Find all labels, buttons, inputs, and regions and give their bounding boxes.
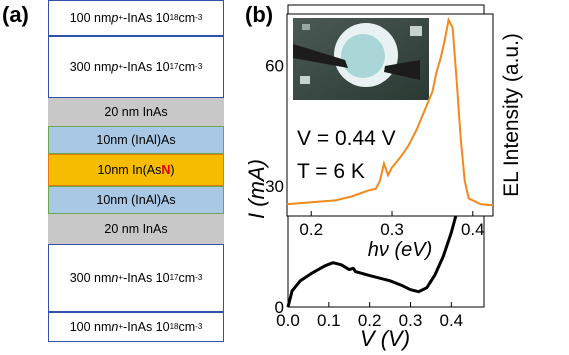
layer-8-text-5: cm: [178, 320, 196, 334]
layer-1: 300 nm p + -InAs 10 17 cm -3: [48, 36, 224, 98]
layer-4-text-0: 10nm In(As: [97, 163, 162, 177]
layer-1-text-5: cm: [178, 60, 196, 74]
iv-y-axis-label: I (mA): [244, 159, 269, 219]
el-axis-ticks: 0.2 0.3 0.4: [299, 211, 485, 239]
panel-b-label: (b): [245, 2, 274, 27]
layer-0-text-5: cm: [178, 11, 196, 25]
layer-3: 10nm (InAl)As: [48, 126, 224, 154]
layer-8-text-1: n: [111, 320, 119, 334]
layer-0: 100 nm p + -InAs 10 18 cm -3: [48, 0, 224, 36]
layer-1-text-1: p: [111, 60, 119, 74]
iv-curve: [286, 24, 486, 308]
layer-8-text-0: 100 nm: [69, 320, 112, 334]
layer-7-text-3: -InAs 10: [123, 271, 170, 285]
el-x-tick-label: 0.4: [461, 220, 485, 239]
layer-3-text-0: 10nm (InAl)As: [96, 133, 176, 147]
layer-2: 20 nm InAs: [48, 98, 224, 126]
layer-8: 100 nm n + -InAs 10 18 cm -3: [48, 312, 224, 342]
layer-7: 300 nm n + -InAs 10 17 cm -3: [48, 244, 224, 312]
el-spectrum-line: [286, 16, 494, 207]
layer-5: 10nm (InAl)As: [48, 186, 224, 214]
iv-x-tick-label: 0.1: [317, 311, 341, 330]
layer-0-text-1: p: [111, 11, 119, 25]
iv-x-tick-label: 0.0: [276, 311, 300, 330]
layer-5-text-0: 10nm (InAl)As: [96, 193, 176, 207]
layer-1-text-0: 300 nm: [69, 60, 112, 74]
layer-7-text-0: 300 nm: [69, 271, 112, 285]
layer-4: 10nm In(As N): [48, 154, 224, 186]
temperature-annotation: T = 6 K: [297, 160, 365, 183]
layer-6-text-0: 20 nm InAs: [104, 222, 168, 236]
iv-x-tick-label: 0.2: [358, 311, 382, 330]
el-x-tick-label: 0.2: [299, 220, 323, 239]
layer-4-text-2: ): [170, 163, 175, 177]
layer-0-text-3: -InAs 10: [123, 11, 170, 25]
iv-x-tick-label: 0.4: [440, 311, 464, 330]
layer-7-text-1: n: [111, 271, 119, 285]
iv-x-axis-label: V (V): [360, 326, 410, 351]
layer-8-text-3: -InAs 10: [123, 320, 170, 334]
layer-4-text-1: N: [161, 163, 171, 177]
iv-y-tick-label: 60: [265, 56, 284, 75]
panel-a-label: (a): [2, 2, 29, 27]
iv-axis-ticks: 0.0 0.1 0.2 0.3 0.4 0 30 60: [265, 56, 463, 330]
el-x-axis-label: hν (eV): [368, 239, 432, 261]
layer-1-text-3: -InAs 10: [123, 60, 170, 74]
layer-2-text-0: 20 nm InAs: [104, 105, 168, 119]
el-x-tick-label: 0.3: [380, 220, 404, 239]
layer-7-text-5: cm: [178, 271, 196, 285]
layer-stack-diagram: 100 nm p + -InAs 10 18 cm -3 300 nm p + -InAs 1…: [48, 0, 226, 355]
el-y-axis-label: EL Intensity (a.u.): [500, 33, 523, 197]
voltage-annotation: V = 0.44 V: [297, 127, 396, 150]
layer-6: 20 nm InAs: [48, 214, 224, 244]
layer-0-text-0: 100 nm: [69, 11, 112, 25]
micrograph-image: [293, 18, 429, 100]
iv-y-tick-label: 0: [275, 298, 284, 317]
iv-y-tick-label: 30: [265, 177, 284, 196]
iv-x-tick-label: 0.3: [399, 311, 423, 330]
